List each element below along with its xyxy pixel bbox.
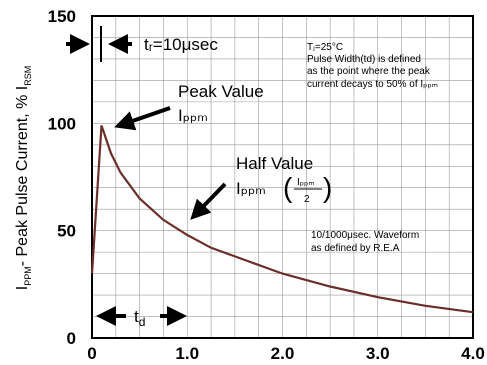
half-value-symbol: Iₚₚₘ [236, 179, 266, 198]
x-tick-label: 4.0 [461, 344, 485, 363]
y-axis-title: IPPM- Peak Pulse Current, % IRSM [14, 66, 33, 290]
plot-frame [91, 15, 474, 339]
half-value-label: Half Value [236, 154, 313, 173]
x-tick-labels: 0 1.0 2.0 3.0 4.0 [87, 344, 485, 363]
pulse-waveform-line [90, 125, 474, 314]
svg-text:): ) [323, 172, 332, 203]
x-tick-label: 3.0 [366, 344, 390, 363]
waveform-note: 10/1000μsec. Waveform as defined by R.E.… [311, 230, 419, 254]
peak-value-symbol: Iₚₚₘ [178, 106, 208, 125]
pulse-width-annotation: td [96, 306, 187, 329]
svg-text:Tⱼ=25°C: Tⱼ=25°C [307, 42, 343, 53]
svg-text:Pulse Width(td) is defined: Pulse Width(td) is defined [307, 54, 421, 65]
peak-value-label: Peak Value [178, 82, 264, 101]
y-tick-label: 50 [57, 222, 76, 241]
rise-time-label: tᵣ=10μsec [144, 35, 218, 54]
y-tick-label: 100 [48, 114, 76, 133]
half-fraction-numerator: Iₚₚₘ [297, 177, 315, 188]
svg-text:as defined by R.E.A: as defined by R.E.A [311, 243, 400, 254]
conditions-note: Tⱼ=25°C Pulse Width(td) is defined as th… [307, 42, 438, 90]
peak-value-annotation: Peak Value Iₚₚₘ [114, 82, 264, 131]
svg-text:as the point where the peak: as the point where the peak [307, 66, 431, 77]
rise-time-annotation: tᵣ=10μsec [66, 26, 218, 62]
y-tick-label: 0 [67, 329, 76, 348]
x-tick-label: 1.0 [175, 344, 199, 363]
td-label: td [134, 307, 145, 329]
y-tick-labels: 0 50 100 150 [48, 7, 76, 348]
half-value-annotation: Half Value Iₚₚₘ ( Iₚₚₘ 2 ) [190, 154, 332, 220]
svg-text:10/1000μsec. Waveform: 10/1000μsec. Waveform [311, 230, 419, 241]
svg-text:current decays to 50% of Iₚₚₘ: current decays to 50% of Iₚₚₘ [307, 79, 438, 90]
x-tick-label: 0 [87, 344, 96, 363]
x-tick-label: 2.0 [271, 344, 295, 363]
y-tick-label: 150 [48, 7, 76, 26]
half-fraction-denominator: 2 [304, 194, 310, 205]
svg-text:(: ( [283, 172, 293, 203]
